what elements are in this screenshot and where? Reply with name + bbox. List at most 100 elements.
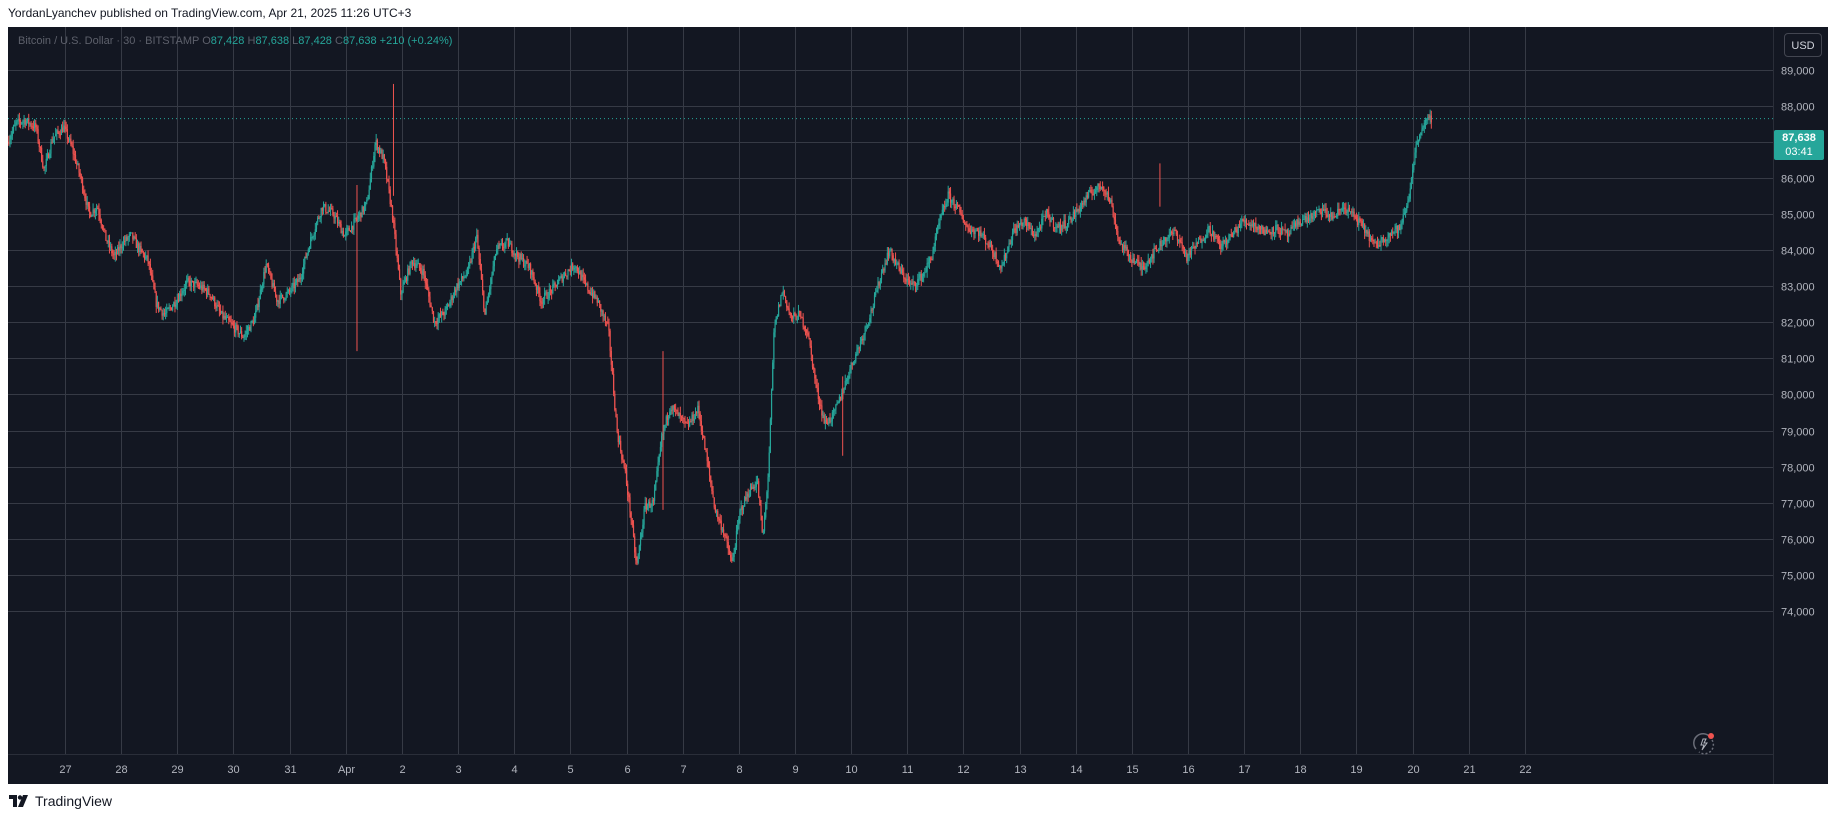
candle-body xyxy=(775,316,777,324)
candle-body xyxy=(267,265,270,271)
candle-body xyxy=(393,220,395,224)
candle-body xyxy=(1058,223,1060,228)
date-tick-label: 13 xyxy=(1014,764,1026,776)
candle-body xyxy=(946,202,948,205)
date-tick-label: 31 xyxy=(284,764,296,776)
candle-body xyxy=(1350,211,1352,213)
last-price-value: 87,638 xyxy=(1782,132,1816,144)
replay-icon[interactable] xyxy=(1691,731,1717,757)
candle-body xyxy=(856,349,858,354)
candle-body xyxy=(1006,253,1008,259)
candle-body xyxy=(83,190,85,194)
candle-body xyxy=(649,501,651,508)
candle-body xyxy=(159,307,161,310)
time-axis[interactable]: 27 28 29 30 31 Apr 2 3 4 5 6 7 8 9 10 11 12 13 14 15 16 17 18 1… xyxy=(59,764,1531,776)
candle-body xyxy=(707,461,709,467)
candle-body xyxy=(1027,222,1029,226)
candle-body xyxy=(577,271,580,275)
candle-body xyxy=(190,280,192,287)
candle-body xyxy=(642,524,644,533)
price-axis[interactable]: 74,000 75,000 76,000 77,000 78,000 79,000 80,0… xyxy=(1781,66,1815,619)
candle-body xyxy=(641,532,643,538)
candle-body xyxy=(390,203,392,206)
candle-body xyxy=(1089,189,1091,192)
candle-body xyxy=(464,276,466,278)
candle-body xyxy=(727,541,729,550)
candle-body xyxy=(1335,215,1338,217)
candle-body xyxy=(844,381,846,389)
candle-body xyxy=(203,284,205,289)
candle-body xyxy=(1395,225,1397,229)
candle-body xyxy=(1230,234,1232,236)
candle-body xyxy=(319,217,321,219)
candle-body xyxy=(1396,225,1398,234)
candle-body xyxy=(722,529,725,535)
candle-body xyxy=(148,261,150,264)
candle-body xyxy=(1367,231,1369,234)
chart-frame[interactable]: 74,000 75,000 76,000 77,000 78,000 79,000 80,0… xyxy=(8,27,1828,784)
candle-body xyxy=(1030,228,1032,230)
candle-body xyxy=(780,295,782,307)
candle-body xyxy=(168,307,170,309)
candle-body xyxy=(900,269,903,274)
candle-body xyxy=(717,511,719,519)
candle-body xyxy=(253,317,256,325)
candle-body xyxy=(983,234,986,238)
candle-body xyxy=(1152,254,1154,259)
candle-body xyxy=(995,252,997,262)
candle-body xyxy=(1034,234,1036,237)
candle-body xyxy=(587,283,589,291)
candle-body xyxy=(547,298,549,300)
candle-body xyxy=(761,515,763,532)
candle-body xyxy=(866,325,869,327)
candle-body xyxy=(209,294,211,298)
candle-body xyxy=(1064,220,1066,229)
candle-body xyxy=(593,291,595,298)
candle-body xyxy=(1393,231,1395,233)
candle-body xyxy=(212,297,215,300)
candle-body xyxy=(997,262,1000,267)
candle-body xyxy=(1071,218,1073,223)
candle-body xyxy=(1374,242,1376,244)
candle-body xyxy=(174,302,176,307)
candlestick-chart[interactable]: 74,000 75,000 76,000 77,000 78,000 79,000 80,0… xyxy=(8,27,1828,784)
candle-body xyxy=(944,206,946,208)
candle-body xyxy=(250,321,252,331)
candle-body xyxy=(787,307,789,309)
candle-body xyxy=(1413,163,1415,170)
candle-body xyxy=(283,297,285,301)
candle-body xyxy=(1348,207,1351,212)
candle-body xyxy=(21,122,23,124)
candle-body xyxy=(1140,263,1142,270)
candle-body xyxy=(1141,266,1143,270)
candle-body xyxy=(207,288,209,295)
currency-button[interactable]: USD xyxy=(1784,33,1822,57)
candle-body xyxy=(476,234,478,239)
candle-body xyxy=(648,501,650,506)
candle-body xyxy=(926,263,928,272)
candle-body xyxy=(534,282,536,286)
candle-body xyxy=(88,206,91,213)
candle-body xyxy=(193,281,195,288)
candle-body xyxy=(229,320,231,322)
candle-body xyxy=(851,362,853,365)
candle-body xyxy=(749,486,752,496)
candle-body xyxy=(645,502,647,510)
candle-body xyxy=(128,234,130,238)
candle-body xyxy=(1018,224,1021,228)
candle-body xyxy=(19,121,22,123)
candle-body xyxy=(80,175,82,179)
candle-body xyxy=(277,300,279,302)
candle-body xyxy=(1109,198,1111,203)
candle-body xyxy=(905,278,907,282)
candle-body xyxy=(916,285,918,287)
candle-body xyxy=(239,331,242,334)
candle-body xyxy=(934,236,936,247)
date-tick-label: 30 xyxy=(227,764,239,776)
candle-body xyxy=(1105,193,1107,195)
candle-body xyxy=(10,135,12,140)
candle-body xyxy=(1072,211,1074,219)
author-name[interactable]: YordanLyanchev xyxy=(8,6,97,20)
candle-body xyxy=(740,506,742,511)
candle-body xyxy=(1065,226,1067,229)
